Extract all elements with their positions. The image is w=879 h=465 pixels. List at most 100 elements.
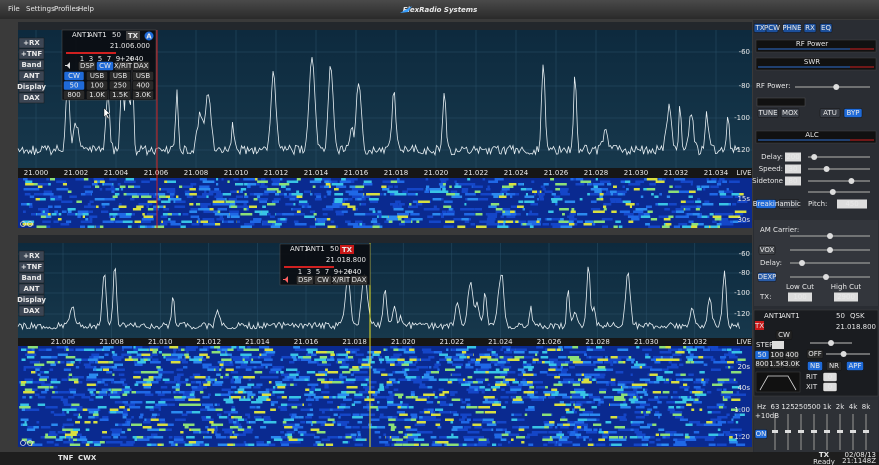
side-button-label[interactable]: Band bbox=[21, 61, 41, 69]
rit-value[interactable]: 0 bbox=[828, 373, 832, 381]
waterfall-cell bbox=[61, 399, 68, 402]
dropdown[interactable] bbox=[757, 98, 805, 106]
mode-select[interactable]: CW bbox=[778, 331, 790, 339]
filter-button[interactable]: 1.5K bbox=[112, 91, 128, 99]
filter-button[interactable]: USB bbox=[90, 72, 105, 80]
dexp-button[interactable]: DEXP bbox=[758, 273, 777, 281]
side-button-label[interactable]: +TNF bbox=[21, 263, 42, 271]
slider-knob[interactable] bbox=[823, 274, 829, 280]
eq-knob[interactable] bbox=[837, 430, 843, 433]
agc-select[interactable]: OFF bbox=[808, 350, 822, 358]
slider-knob[interactable] bbox=[833, 84, 839, 90]
nb-button[interactable]: NB bbox=[810, 362, 820, 370]
waterfall-cell bbox=[376, 369, 385, 372]
waterfall-cell bbox=[124, 409, 128, 412]
waterfall-cell bbox=[109, 389, 111, 392]
waterfall-cell bbox=[561, 226, 573, 229]
nr-button[interactable]: NR bbox=[829, 362, 839, 370]
filter-button[interactable]: 50 bbox=[70, 82, 79, 90]
waterfall-cell bbox=[388, 186, 393, 189]
mode-select[interactable]: CW bbox=[68, 72, 80, 80]
tx-button[interactable]: ATU bbox=[823, 109, 837, 117]
menu-item[interactable]: Profiles bbox=[54, 5, 80, 13]
filter-button[interactable]: 250 bbox=[113, 82, 126, 90]
tx-button[interactable]: TUNE bbox=[757, 109, 777, 117]
side-button-label[interactable]: +RX bbox=[23, 252, 40, 260]
slice-button[interactable]: DAX bbox=[134, 62, 149, 70]
filter-button[interactable]: 800 bbox=[755, 360, 768, 368]
slider-knob[interactable] bbox=[848, 178, 854, 184]
waterfall-cell bbox=[664, 359, 676, 362]
tab[interactable]: EQ bbox=[821, 24, 831, 32]
eq-knob[interactable] bbox=[863, 430, 869, 433]
eq-knob[interactable] bbox=[850, 430, 856, 433]
waterfall-cell bbox=[362, 391, 369, 394]
filter-button[interactable]: 100 bbox=[770, 351, 783, 359]
side-button-label[interactable]: Display bbox=[17, 296, 46, 304]
filter-button[interactable]: 800 bbox=[67, 91, 80, 99]
waterfall-cell bbox=[731, 223, 734, 226]
filter-button[interactable]: 3.0K bbox=[784, 360, 800, 368]
filter-button[interactable]: USB bbox=[113, 72, 128, 80]
side-button-label[interactable]: ANT bbox=[23, 72, 39, 80]
waterfall-cell bbox=[249, 206, 257, 209]
filter-button[interactable]: USB bbox=[136, 72, 151, 80]
slider-knob[interactable] bbox=[828, 340, 834, 346]
side-button-label[interactable]: Display bbox=[17, 83, 46, 91]
slice-button[interactable]: DSP bbox=[80, 62, 94, 70]
slice-button[interactable]: DAX bbox=[352, 276, 367, 284]
menu-item[interactable]: Settings bbox=[26, 5, 55, 13]
vox-button[interactable]: VOX bbox=[760, 246, 775, 254]
tab[interactable]: PHNE bbox=[782, 24, 801, 32]
waterfall-cell bbox=[42, 396, 45, 399]
iambic-button[interactable]: Iambic bbox=[777, 200, 801, 208]
eq-knob[interactable] bbox=[811, 430, 817, 433]
side-button-label[interactable]: Band bbox=[21, 274, 41, 282]
side-button-label[interactable]: +RX bbox=[23, 39, 40, 47]
slider-knob[interactable] bbox=[830, 189, 836, 195]
slice-button[interactable]: X/RIT bbox=[332, 276, 351, 284]
slider-knob[interactable] bbox=[811, 154, 817, 160]
filter-button[interactable]: 400 bbox=[136, 82, 149, 90]
filter-button[interactable]: 100 bbox=[90, 82, 103, 90]
side-button-label[interactable]: ANT bbox=[23, 285, 39, 293]
menu-item[interactable]: File bbox=[8, 5, 20, 13]
slider-knob[interactable] bbox=[824, 166, 830, 172]
waterfall-cell bbox=[516, 349, 524, 352]
waterfall-cell bbox=[375, 431, 381, 434]
eq-knob[interactable] bbox=[798, 430, 804, 433]
slider-knob[interactable] bbox=[827, 247, 833, 253]
tab[interactable]: RX bbox=[805, 24, 815, 32]
frequency-label: 21.000 bbox=[24, 169, 49, 177]
waterfall-cell bbox=[511, 439, 514, 442]
slice-button[interactable]: X/RIT bbox=[114, 62, 133, 70]
eq-knob[interactable] bbox=[785, 430, 791, 433]
side-button-label[interactable]: DAX bbox=[23, 307, 40, 315]
eq-knob[interactable] bbox=[772, 430, 778, 433]
filter-button[interactable]: 1.0K bbox=[89, 91, 105, 99]
slice-button[interactable]: CW bbox=[99, 62, 111, 70]
eq-knob[interactable] bbox=[824, 430, 830, 433]
filter-button[interactable]: 400 bbox=[785, 351, 798, 359]
slider-knob[interactable] bbox=[799, 260, 805, 266]
side-button-label[interactable]: DAX bbox=[23, 94, 40, 102]
slice-button[interactable]: CW bbox=[317, 276, 329, 284]
tab[interactable]: PCW bbox=[764, 24, 780, 32]
filter-button[interactable]: 3.0K bbox=[135, 91, 151, 99]
slice-button[interactable]: DSP bbox=[298, 276, 312, 284]
slider-knob[interactable] bbox=[841, 351, 847, 357]
side-button-label[interactable]: +TNF bbox=[21, 50, 42, 58]
tx-button[interactable]: MOX bbox=[782, 109, 798, 117]
filter-button[interactable]: 1.5K bbox=[769, 360, 785, 368]
breakin-button[interactable]: Breakin bbox=[753, 200, 780, 208]
waterfall-cell bbox=[459, 419, 465, 422]
eq-on-button[interactable]: ON bbox=[756, 430, 767, 438]
xit-value[interactable]: 0 bbox=[828, 383, 832, 391]
apf-button[interactable]: APF bbox=[848, 362, 861, 370]
slider-knob[interactable] bbox=[827, 233, 833, 239]
waterfall-cell bbox=[339, 374, 342, 377]
filter-button[interactable]: 50 bbox=[758, 351, 767, 359]
waterfall-cell bbox=[261, 178, 266, 181]
tx-button[interactable]: BYP bbox=[847, 109, 860, 117]
menu-item[interactable]: Help bbox=[78, 5, 95, 13]
